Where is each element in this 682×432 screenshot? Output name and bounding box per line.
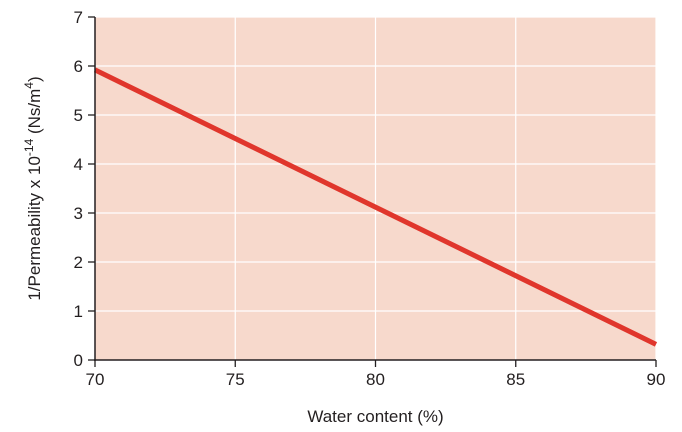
y-tick-label: 4 (74, 155, 83, 174)
x-tick-label: 85 (506, 370, 525, 389)
x-tick-label: 70 (86, 370, 105, 389)
series-line (93, 67, 658, 347)
x-tick-labels: 70 75 80 85 90 (86, 370, 666, 389)
y-axis-title-unit-close: ) (25, 76, 44, 82)
y-tick-label: 7 (74, 8, 83, 27)
axes (88, 16, 657, 367)
y-tick-label: 5 (74, 106, 83, 125)
x-axis-title: Water content (%) (307, 407, 443, 426)
y-axis-title: 1/Permeability x 10-14 (Ns/m4) (22, 76, 44, 300)
series-layer (93, 67, 658, 347)
y-tick-label: 6 (74, 57, 83, 76)
y-axis-title-prefix: 1/Permeability x 10 (25, 156, 44, 301)
y-tick-label: 3 (74, 204, 83, 223)
x-tick-label: 75 (226, 370, 245, 389)
y-tick-labels: 0 1 2 3 4 5 6 7 (74, 8, 83, 370)
y-tick-label: 0 (74, 351, 83, 370)
y-tick-label: 1 (74, 302, 83, 321)
y-axis-title-exponent: -14 (22, 138, 36, 156)
y-tick-label: 2 (74, 253, 83, 272)
y-axis-title-unit-open: (Ns/m (25, 89, 44, 139)
x-tick-label: 80 (366, 370, 385, 389)
y-axis-title-unit-exponent: 4 (22, 82, 36, 89)
x-tick-label: 90 (647, 370, 666, 389)
